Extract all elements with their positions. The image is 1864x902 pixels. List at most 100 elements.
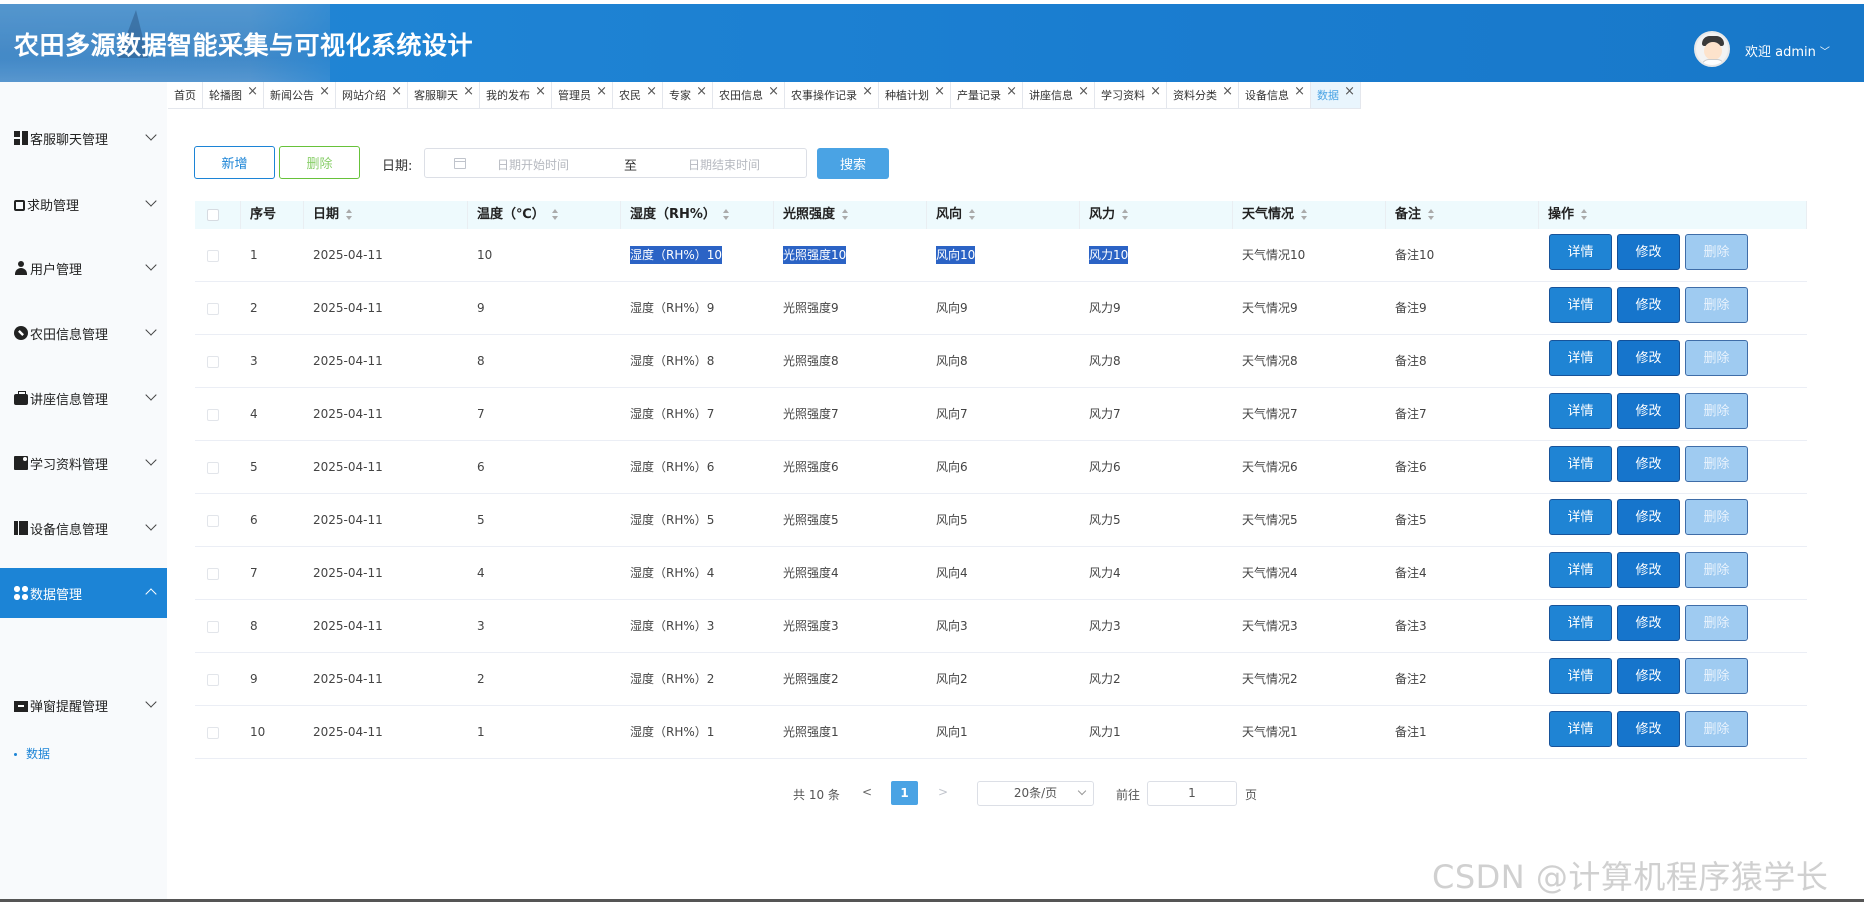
close-icon[interactable]: × <box>1078 84 1089 99</box>
add-button[interactable]: 新增 <box>194 146 275 179</box>
detail-button[interactable]: 详情 <box>1549 446 1612 482</box>
detail-button[interactable]: 详情 <box>1549 499 1612 535</box>
tab-8[interactable]: 专家 × <box>663 82 713 109</box>
tab-11[interactable]: 种植计划 × <box>879 82 951 109</box>
row-checkbox[interactable] <box>207 514 219 527</box>
edit-button[interactable]: 修改 <box>1617 658 1680 694</box>
column-header[interactable]: 备注 <box>1386 201 1539 229</box>
close-icon[interactable]: × <box>696 84 707 99</box>
select-all-checkbox-cell[interactable] <box>195 201 241 229</box>
edit-button[interactable]: 修改 <box>1617 287 1680 323</box>
sidebar-item-1[interactable]: 求助管理 <box>0 179 167 229</box>
page-number-current[interactable]: 1 <box>891 781 918 805</box>
tab-4[interactable]: 客服聊天 × <box>408 82 480 109</box>
tab-16[interactable]: 设备信息 × <box>1239 82 1311 109</box>
edit-button[interactable]: 修改 <box>1617 393 1680 429</box>
delete-button[interactable]: 删除 <box>1685 605 1748 641</box>
close-icon[interactable]: × <box>247 84 258 99</box>
column-header[interactable]: 序号 <box>241 201 304 229</box>
sidebar-subitem-data[interactable]: 数据 <box>14 745 50 762</box>
tab-17[interactable]: 数据 × <box>1311 82 1361 109</box>
sidebar-item-2[interactable]: 用户管理 <box>0 243 167 293</box>
edit-button[interactable]: 修改 <box>1617 552 1680 588</box>
sidebar-item-4[interactable]: 讲座信息管理 <box>0 373 167 423</box>
delete-button[interactable]: 删除 <box>1685 287 1748 323</box>
tab-12[interactable]: 产量记录 × <box>951 82 1023 109</box>
sort-icon[interactable] <box>1300 208 1308 221</box>
close-icon[interactable]: × <box>646 84 657 99</box>
close-icon[interactable]: × <box>934 84 945 99</box>
close-icon[interactable]: × <box>463 84 474 99</box>
search-button[interactable]: 搜索 <box>817 148 889 179</box>
detail-button[interactable]: 详情 <box>1549 658 1612 694</box>
row-checkbox[interactable] <box>207 567 219 580</box>
select-all-checkbox[interactable] <box>207 208 219 221</box>
sidebar-item-0[interactable]: 客服聊天管理 <box>0 113 167 163</box>
sort-icon[interactable] <box>1121 208 1129 221</box>
tab-15[interactable]: 资料分类 × <box>1167 82 1239 109</box>
batch-delete-button[interactable]: 删除 <box>279 146 360 179</box>
sort-icon[interactable] <box>841 208 849 221</box>
edit-button[interactable]: 修改 <box>1617 605 1680 641</box>
close-icon[interactable]: × <box>1150 84 1161 99</box>
column-header[interactable]: 风向 <box>927 201 1080 229</box>
close-icon[interactable]: × <box>862 84 873 99</box>
row-checkbox[interactable] <box>207 620 219 633</box>
close-icon[interactable]: × <box>596 84 607 99</box>
row-checkbox[interactable] <box>207 302 219 315</box>
close-icon[interactable]: × <box>1344 84 1355 99</box>
sidebar-item-6[interactable]: 设备信息管理 <box>0 503 167 553</box>
close-icon[interactable]: × <box>768 84 779 99</box>
next-page-button[interactable]: > <box>938 785 949 799</box>
tab-5[interactable]: 我的发布 × <box>480 82 552 109</box>
sort-icon[interactable] <box>551 208 559 221</box>
column-header[interactable]: 温度（℃） <box>468 201 621 229</box>
date-start-input[interactable]: 日期开始时间 <box>497 158 570 172</box>
sidebar-item-8[interactable]: 弹窗提醒管理 <box>0 680 167 730</box>
close-icon[interactable]: × <box>1006 84 1017 99</box>
delete-button[interactable]: 删除 <box>1685 711 1748 747</box>
delete-button[interactable]: 删除 <box>1685 234 1748 270</box>
sidebar-item-7[interactable]: 数据管理 <box>0 568 167 618</box>
edit-button[interactable]: 修改 <box>1617 499 1680 535</box>
tab-10[interactable]: 农事操作记录 × <box>785 82 879 109</box>
row-checkbox[interactable] <box>207 726 219 739</box>
detail-button[interactable]: 详情 <box>1549 234 1612 270</box>
delete-button[interactable]: 删除 <box>1685 393 1748 429</box>
column-header[interactable]: 风力 <box>1080 201 1233 229</box>
user-menu[interactable]: 欢迎 admin ﹀ <box>1745 41 1830 60</box>
close-icon[interactable]: × <box>1222 84 1233 99</box>
detail-button[interactable]: 详情 <box>1549 340 1612 376</box>
close-icon[interactable]: × <box>535 84 546 99</box>
tab-9[interactable]: 农田信息 × <box>713 82 785 109</box>
edit-button[interactable]: 修改 <box>1617 340 1680 376</box>
sort-icon[interactable] <box>968 208 976 221</box>
column-header[interactable]: 光照强度 <box>774 201 927 229</box>
detail-button[interactable]: 详情 <box>1549 711 1612 747</box>
tab-7[interactable]: 农民 × <box>613 82 663 109</box>
date-end-input[interactable]: 日期结束时间 <box>688 158 761 172</box>
tab-0[interactable]: 首页 <box>168 82 203 109</box>
row-checkbox[interactable] <box>207 673 219 686</box>
detail-button[interactable]: 详情 <box>1549 552 1612 588</box>
row-checkbox[interactable] <box>207 461 219 474</box>
delete-button[interactable]: 删除 <box>1685 446 1748 482</box>
tab-14[interactable]: 学习资料 × <box>1095 82 1167 109</box>
column-header[interactable]: 操作 <box>1539 201 1807 229</box>
tab-13[interactable]: 讲座信息 × <box>1023 82 1095 109</box>
sort-icon[interactable] <box>1580 208 1588 221</box>
detail-button[interactable]: 详情 <box>1549 605 1612 641</box>
sidebar-item-5[interactable]: 学习资料管理 <box>0 438 167 488</box>
delete-button[interactable]: 删除 <box>1685 658 1748 694</box>
edit-button[interactable]: 修改 <box>1617 234 1680 270</box>
close-icon[interactable]: × <box>319 84 330 99</box>
goto-page-input[interactable]: 1 <box>1147 781 1237 806</box>
detail-button[interactable]: 详情 <box>1549 393 1612 429</box>
date-range-picker[interactable]: 日期开始时间 至 日期结束时间 <box>424 148 807 178</box>
delete-button[interactable]: 删除 <box>1685 552 1748 588</box>
edit-button[interactable]: 修改 <box>1617 711 1680 747</box>
delete-button[interactable]: 删除 <box>1685 340 1748 376</box>
tab-3[interactable]: 网站介绍 × <box>336 82 408 109</box>
row-checkbox[interactable] <box>207 249 219 262</box>
column-header[interactable]: 日期 <box>304 201 468 229</box>
